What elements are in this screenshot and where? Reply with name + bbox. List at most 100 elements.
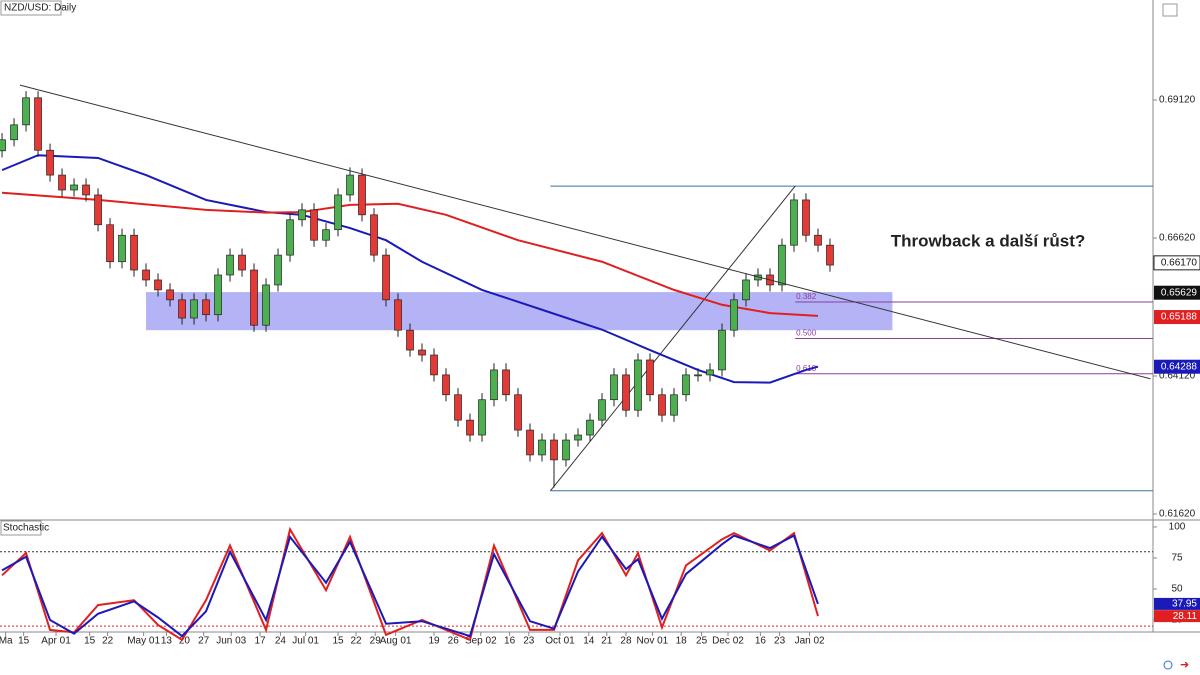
candle-body [490, 369, 498, 401]
candle-body [382, 254, 390, 301]
fib-level-label: 0.382 [796, 292, 817, 301]
x-tick-label: 19 [428, 636, 440, 647]
candle-body [814, 234, 822, 246]
candle-body [586, 419, 594, 436]
fib-diagonal [550, 185, 796, 492]
x-tick-label: 13 [161, 636, 173, 647]
x-tick-label: Oct 01 [545, 636, 575, 647]
x-tick-label: 20 [179, 636, 191, 647]
x-tick-label: 23 [523, 636, 535, 647]
price-marker-label: 0.65188 [1161, 312, 1198, 323]
candle-body [154, 279, 162, 291]
x-tick-label: 21 [601, 636, 613, 647]
x-tick-label: Dec 02 [712, 636, 744, 647]
candle-body [166, 289, 174, 301]
y-tick-label: 0.64120 [1159, 371, 1196, 382]
x-tick-label: Jun 03 [216, 636, 246, 647]
x-tick-label: 23 [774, 636, 786, 647]
settings-box[interactable] [1162, 3, 1178, 17]
price-marker [1154, 285, 1200, 300]
candle-body [70, 184, 78, 191]
candle-body [250, 269, 258, 326]
candle-body [538, 439, 546, 456]
candle-body [550, 439, 558, 461]
candle-body [226, 254, 234, 276]
x-tick-label: 15 [18, 636, 30, 647]
candle-body [106, 224, 114, 263]
fib-level-label: 0.500 [796, 329, 817, 338]
candle-body [190, 299, 198, 319]
title-box [0, 0, 62, 16]
candle-body [310, 209, 318, 241]
candle-body [202, 299, 210, 316]
stoch-value-label: 28.11 [1173, 611, 1198, 622]
stoch-tick-label: 50 [1171, 584, 1183, 595]
stoch-tick-label: 75 [1171, 553, 1183, 564]
bottom-icons[interactable]: ➜ [1163, 659, 1189, 671]
candle-body [130, 234, 138, 271]
annotation: Throwback a další růst? [891, 231, 1086, 250]
candle-body [142, 269, 150, 281]
candle-body [562, 439, 570, 461]
candle-body [718, 329, 726, 371]
candle-body [346, 174, 354, 196]
candle-body [478, 399, 486, 436]
y-tick-label: 0.69120 [1159, 95, 1196, 106]
settings-icon[interactable] [1162, 3, 1178, 17]
stochastic-line [1, 526, 819, 642]
x-tick-label: 22 [102, 636, 114, 647]
candle-body [502, 369, 510, 396]
candle-body [334, 194, 342, 231]
fib-level-label: 0.618 [796, 364, 817, 373]
candle-body [262, 284, 270, 326]
stochastic-line [1, 534, 819, 638]
price-marker [1153, 255, 1200, 271]
candle-body [274, 254, 282, 286]
candle-body [778, 244, 786, 286]
x-tick-label: May 01 [127, 636, 160, 647]
candle-body [298, 209, 306, 221]
arrow-icon[interactable]: ➜ [1180, 659, 1189, 671]
x-tick-label: 17 [254, 636, 266, 647]
candle-body [598, 399, 606, 421]
trendline [19, 84, 1151, 380]
x-tick-label: 16 [504, 636, 516, 647]
candle-body [418, 349, 426, 356]
x-tick-label: Apr 01 [41, 636, 71, 647]
moving-average [1, 154, 819, 384]
candle-body [22, 97, 30, 126]
candle-body [82, 184, 90, 196]
candle-body [682, 374, 690, 396]
candle-body [0, 139, 6, 152]
x-tick-label: Nov 01 [637, 636, 669, 647]
candle-body [370, 214, 378, 256]
candle-body [58, 174, 66, 191]
candle-body [574, 434, 582, 441]
x-tick-label: Jan 02 [795, 636, 825, 647]
candle-body [118, 234, 126, 263]
candle-body [826, 244, 834, 266]
y-tick-label: 0.61620 [1159, 509, 1196, 520]
candle-body [466, 419, 474, 436]
candle-body [10, 124, 18, 141]
price-marker-label: 0.66170 [1161, 257, 1198, 268]
x-tick-label: 25 [696, 636, 708, 647]
stoch-value-label: 37.95 [1172, 599, 1197, 610]
x-tick-label: 26 [448, 636, 460, 647]
candle-body [454, 394, 462, 421]
x-tick-label: 29 [370, 636, 382, 647]
link-icon[interactable] [1163, 660, 1173, 670]
candle-body [442, 374, 450, 396]
stoch-tick-label: 100 [1169, 522, 1186, 533]
candle-body [358, 174, 366, 216]
candle-body [430, 354, 438, 376]
x-tick-label: 24 [275, 636, 287, 647]
candle-body [286, 219, 294, 256]
candle-body [730, 299, 738, 331]
x-tick-label: 18 [676, 636, 688, 647]
candle-body [46, 149, 54, 176]
candle-body [658, 394, 666, 416]
stoch-value-box [1154, 610, 1200, 623]
candle-body [94, 194, 102, 226]
